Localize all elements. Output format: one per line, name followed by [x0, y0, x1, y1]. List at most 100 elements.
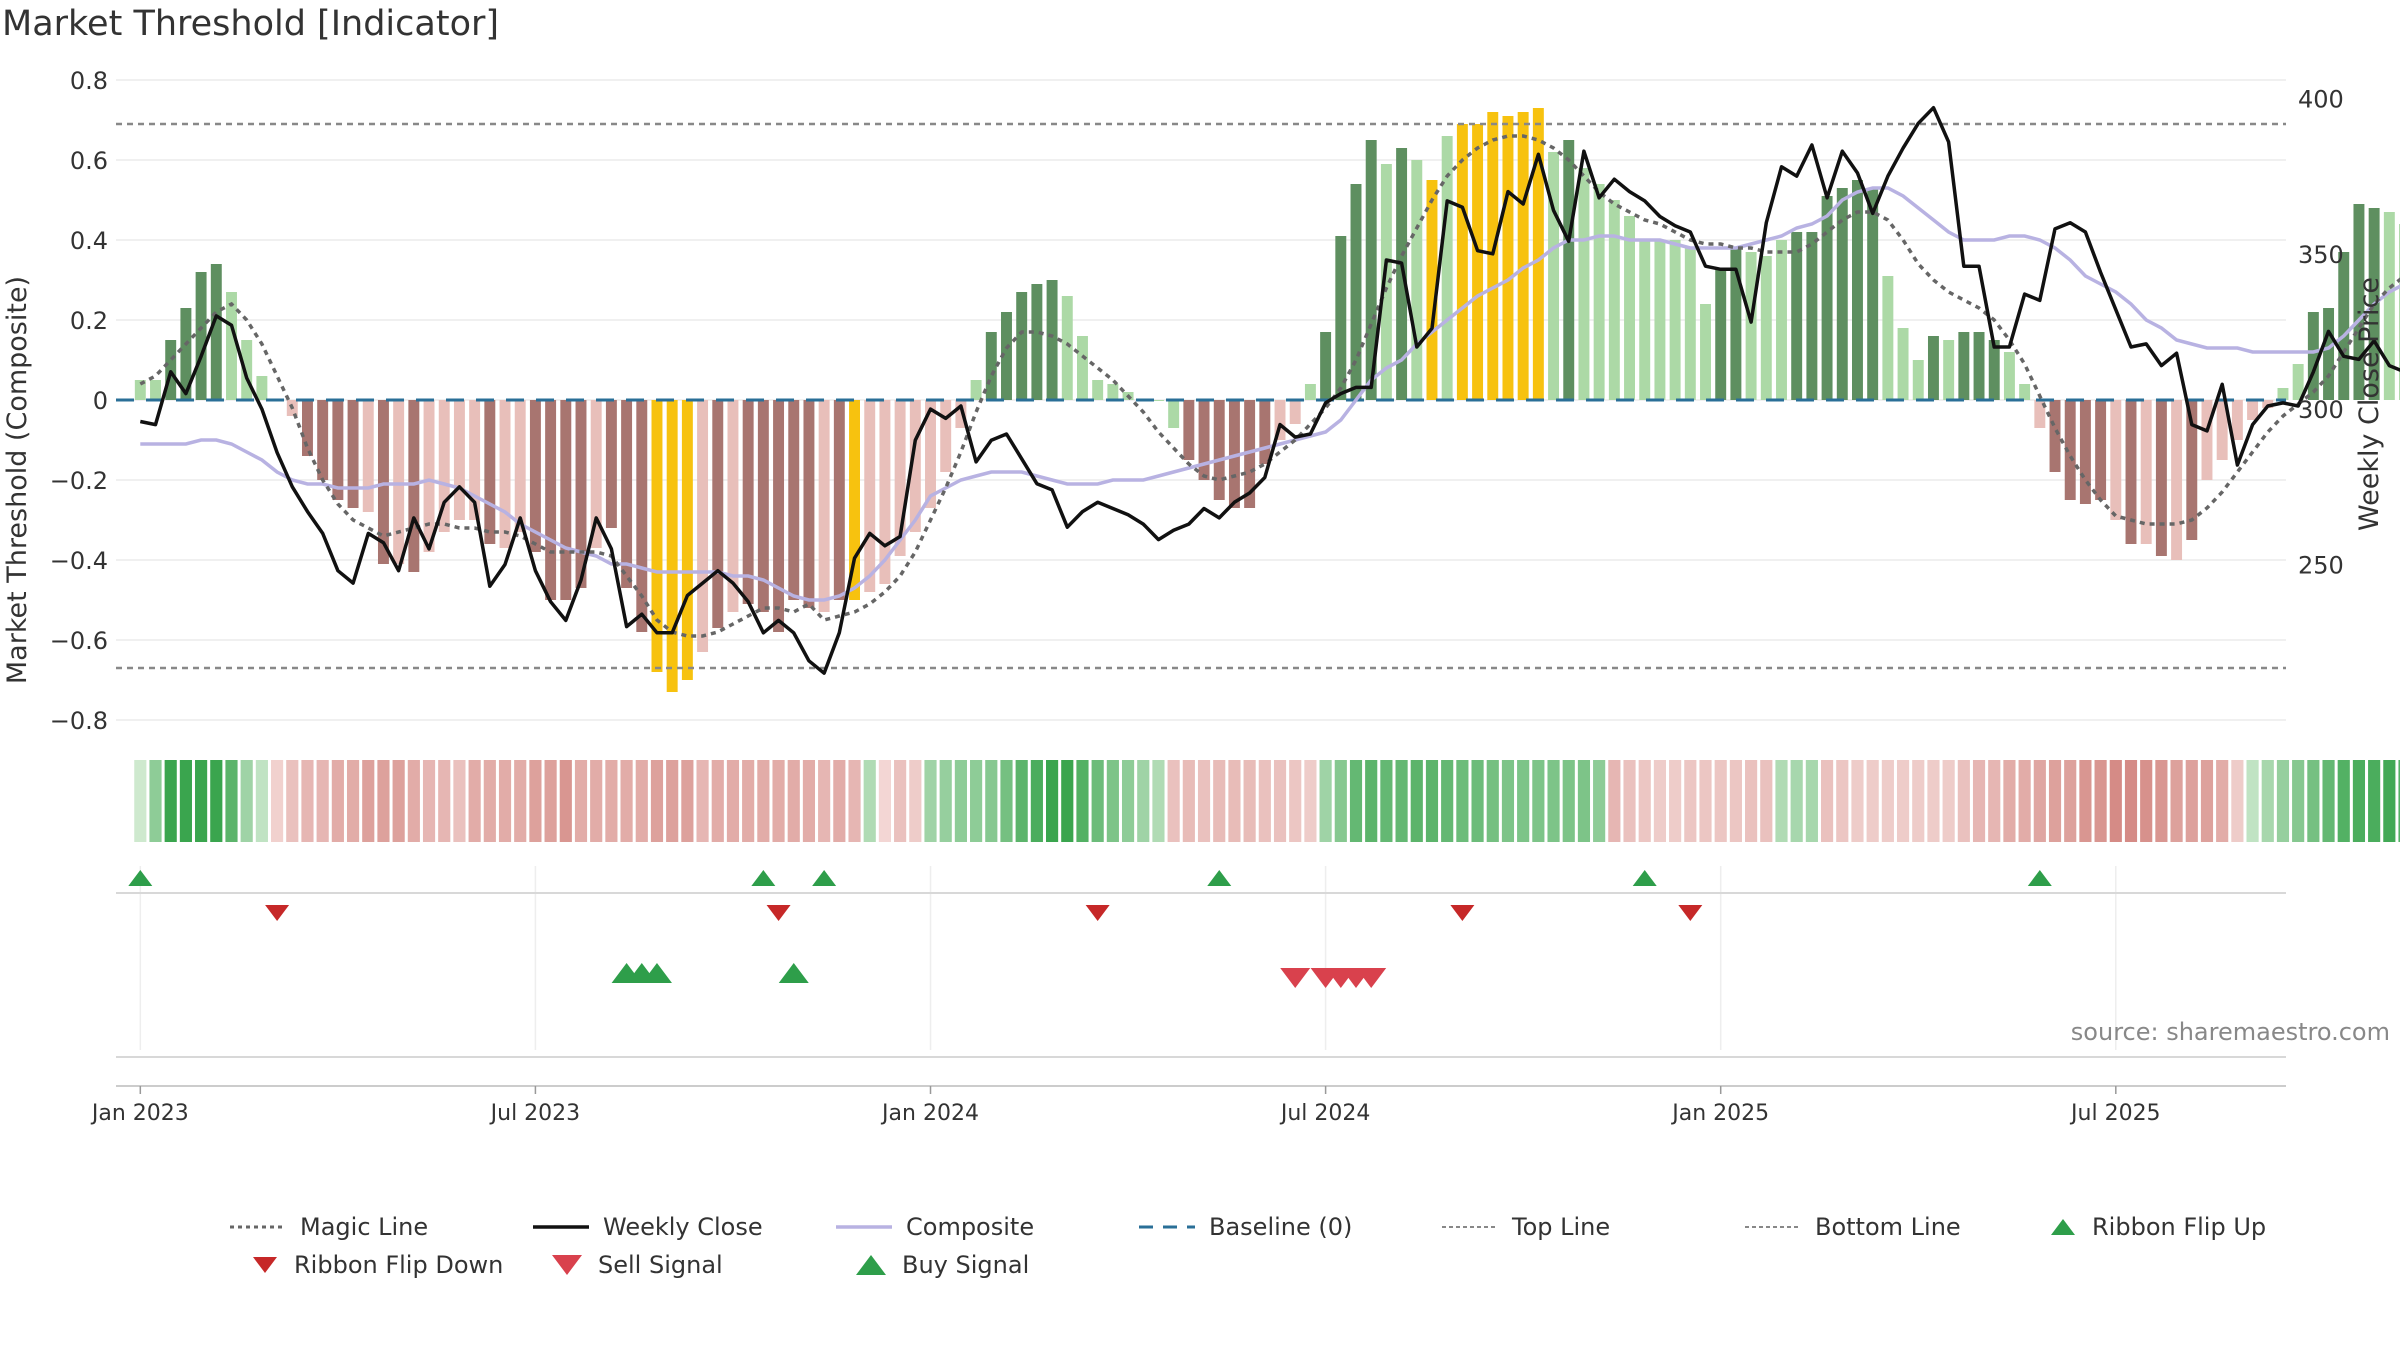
composite-bar: [1016, 292, 1028, 400]
legend-item-ribbon-flip-up: Ribbon Flip Up: [2048, 1208, 2266, 1246]
composite-bar: [1684, 248, 1696, 400]
composite-bar: [621, 400, 633, 588]
composite-bar: [2231, 400, 2243, 440]
x-tick-label: Jul 2025: [2069, 1101, 2161, 1126]
ribbon-cell: [1912, 760, 1925, 842]
ribbon-cell: [529, 760, 542, 842]
ribbon-cell: [1015, 760, 1028, 842]
y-axis-label-left: Market Threshold (Composite): [2, 276, 33, 684]
ribbon-cell: [1106, 760, 1119, 842]
composite-bar: [1532, 108, 1544, 400]
ribbon-cell: [468, 760, 481, 842]
ribbon-cell: [286, 760, 299, 842]
composite-bar: [256, 376, 268, 400]
composite-bar: [788, 400, 800, 600]
composite-bar: [226, 292, 237, 400]
composite-bar: [1821, 196, 1833, 400]
composite-bar: [545, 400, 557, 600]
composite-bar: [1882, 276, 1894, 400]
ribbon-cell: [1471, 760, 1484, 842]
ribbon-cell: [2185, 760, 2198, 842]
ribbon-cell: [2200, 760, 2214, 842]
legend-item-bottom-line: Bottom Line: [1745, 1208, 1961, 1246]
composite-bar: [438, 400, 450, 532]
ribbon-flip-down-marker: [1450, 905, 1475, 921]
x-tick-label: Jan 2023: [90, 1101, 189, 1126]
composite-bar: [2125, 400, 2137, 544]
composite-bar: [1487, 112, 1499, 400]
ribbon-cell: [240, 760, 253, 842]
composite-bar: [1548, 152, 1560, 400]
ribbon-cell: [346, 760, 360, 842]
composite-bar: [150, 380, 161, 400]
legend-label: Composite: [906, 1213, 1035, 1241]
composite-bar: [727, 400, 739, 612]
ribbon-cell: [924, 760, 937, 842]
ribbon-cell: [2292, 760, 2305, 842]
ribbon-cell: [1851, 760, 1864, 842]
composite-bar: [1244, 400, 1256, 508]
ribbon-cell: [970, 760, 983, 842]
magic-line: [139, 134, 2400, 638]
ribbon-cell: [1000, 760, 1013, 842]
composite-bars: [134, 108, 2400, 692]
ribbon-flip-down-marker: [265, 905, 290, 921]
ribbon-cell: [939, 760, 952, 842]
ribbon-cell: [1562, 760, 1575, 842]
composite-bar: [1669, 240, 1681, 400]
composite-bar: [773, 400, 785, 632]
ribbon-cell: [255, 760, 268, 842]
composite-bar: [970, 380, 982, 400]
legend-label: Buy Signal: [902, 1251, 1030, 1279]
ribbon-flip-down-marker: [1085, 905, 1110, 921]
ribbon-cell: [2383, 760, 2396, 842]
ribbon-cell: [2231, 760, 2244, 842]
y-tick-label-left: −0.4: [50, 547, 108, 575]
legend-label: Weekly Close: [603, 1213, 763, 1241]
composite-bar: [1198, 400, 1210, 480]
ribbon-cell: [985, 760, 998, 842]
ribbon-cell: [2048, 760, 2062, 842]
ribbon-cell: [726, 760, 740, 842]
ribbon-cell: [149, 760, 162, 842]
ribbon-cell: [1380, 760, 1393, 842]
composite-bar: [180, 308, 192, 400]
composite-bar: [499, 400, 511, 548]
composite-bar: [940, 400, 952, 472]
ribbon-cell: [1182, 760, 1195, 842]
ribbon-cell: [742, 760, 755, 842]
ribbon-cell: [1866, 760, 1879, 842]
composite-bar: [1274, 400, 1286, 440]
composite-bar: [2064, 400, 2076, 500]
ribbon-cell: [1760, 760, 1773, 842]
legend-item-magic-line: Magic Line: [230, 1208, 428, 1246]
composite-bar: [1973, 332, 1985, 400]
composite-bar: [2155, 400, 2167, 556]
ribbon-cell: [1775, 760, 1788, 842]
composite-bar: [1031, 284, 1043, 400]
ribbon-cell: [863, 760, 876, 842]
composite-bar: [1654, 240, 1666, 400]
ribbon-cell: [1896, 760, 1910, 842]
triangle-down-icon: [253, 1257, 277, 1273]
ribbon-cell: [2094, 760, 2107, 842]
y-tick-label-left: −0.6: [50, 627, 108, 655]
ribbon-cell: [362, 760, 375, 842]
composite-bar: [1867, 188, 1879, 400]
ribbon-cell: [1745, 760, 1758, 842]
composite-bar: [2019, 384, 2031, 400]
ribbon-cell: [316, 760, 329, 842]
composite-bar: [1836, 188, 1848, 400]
composite-bar: [833, 400, 845, 600]
ribbon-cell: [772, 760, 785, 842]
composite-bar: [666, 400, 678, 692]
ribbon-cell: [1593, 760, 1606, 842]
ribbon-cell: [711, 760, 724, 842]
ribbon-cell: [1501, 760, 1515, 842]
ribbon-cell: [438, 760, 451, 842]
composite-bar: [955, 400, 967, 428]
ribbon-cell: [848, 760, 861, 842]
ribbon-strip: [134, 760, 2400, 842]
composite-bar: [2353, 204, 2365, 400]
ribbon-cell: [179, 760, 192, 842]
